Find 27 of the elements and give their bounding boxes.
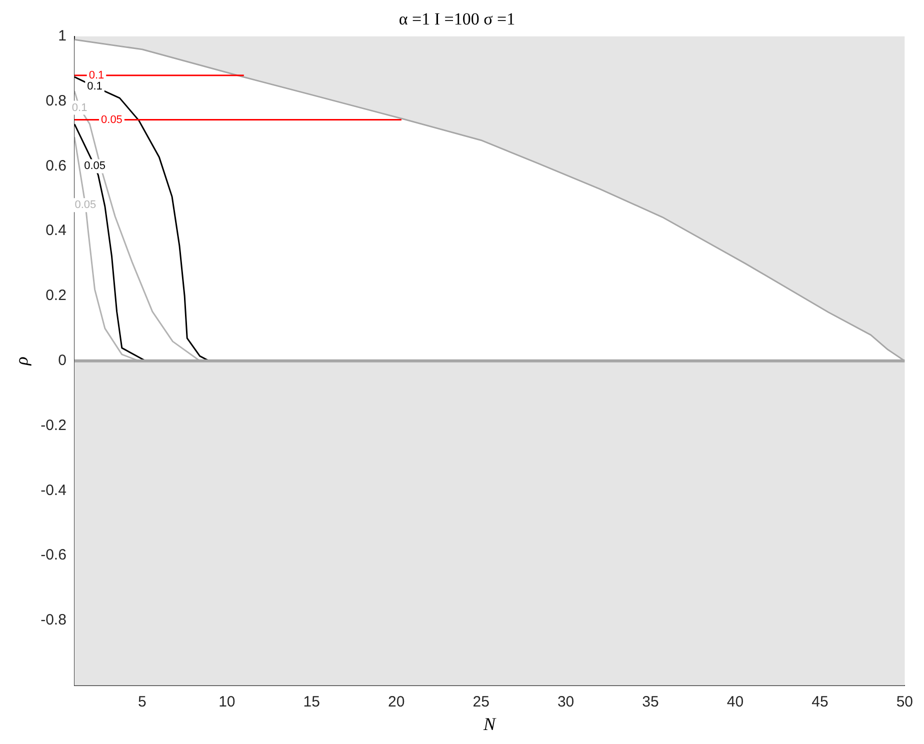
series-label: 0.1	[88, 69, 104, 82]
series-label: 0.1	[87, 80, 102, 93]
y-axis-title: ρ	[12, 356, 32, 366]
chart-title: α =1 I =100 σ =1	[398, 10, 516, 29]
x-tick-label: 35	[642, 694, 659, 711]
x-tick-label: 50	[896, 694, 913, 711]
x-tick-label: 15	[303, 694, 320, 711]
y-tick-label: 0.4	[46, 222, 66, 240]
y-tick-label: 1	[58, 28, 66, 45]
x-tick-label: 10	[218, 694, 236, 711]
x-tick-label: 20	[388, 694, 405, 711]
x-tick-label: 5	[138, 694, 146, 711]
y-tick-label: -0.6	[40, 546, 66, 564]
x-tick-label: 45	[812, 694, 828, 711]
x-tick-label: 25	[472, 694, 490, 711]
y-tick-label: -0.2	[40, 416, 66, 434]
x-tick-label: 30	[557, 694, 574, 711]
y-tick-label: 0	[58, 352, 66, 370]
y-tick-label: -0.4	[40, 482, 66, 499]
y-tick-label: 0.8	[46, 92, 66, 110]
y-tick-label: -0.8	[40, 612, 66, 629]
x-tick-label: 40	[726, 694, 744, 711]
x-axis-title: N	[482, 714, 497, 734]
series-label: 0.1	[72, 102, 88, 114]
series-label: 0.05	[74, 199, 96, 212]
y-tick-label: 0.2	[46, 287, 66, 304]
y-tick-label: 0.6	[46, 157, 66, 174]
